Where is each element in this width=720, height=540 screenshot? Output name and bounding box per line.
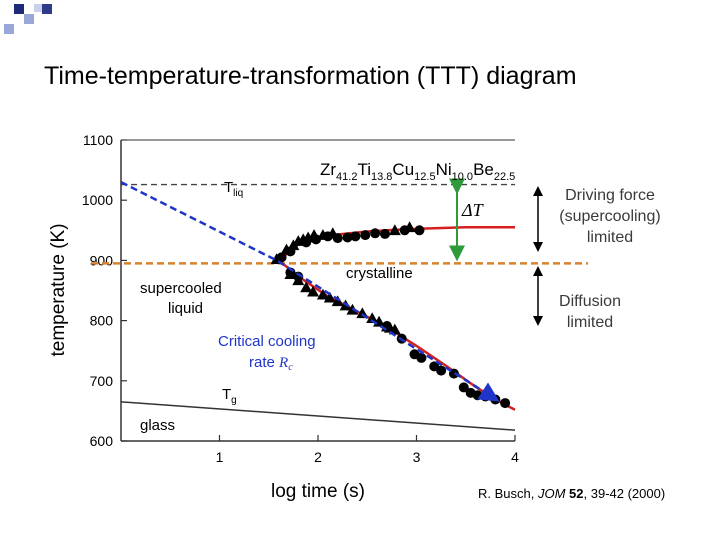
tg-subscript: g: [231, 395, 237, 406]
diffusion-arrow-head-top: [533, 266, 543, 276]
driving-force-label: Driving force (supercooling) limited: [540, 185, 680, 248]
data-point-s3-5: [416, 352, 427, 363]
data-point-s3-1: [293, 271, 304, 282]
tg-label: Tg: [222, 386, 237, 406]
driving-force-line3: limited: [586, 229, 634, 246]
driving-force-line2: (supercooling): [559, 208, 661, 225]
driving-force-arrow-head-bottom: [533, 242, 543, 252]
critical-cooling-line: [120, 180, 500, 402]
alloy-subscript-1: 13.8: [371, 171, 392, 183]
y-tick-label-2: 800: [90, 313, 114, 329]
data-point-s1-7: [350, 231, 361, 242]
x-tick-label-3: 4: [511, 449, 519, 465]
alloy-element-4: Be: [473, 160, 494, 179]
data-point-s3-13: [490, 394, 501, 405]
data-point-s0-9: [388, 224, 401, 236]
citation-volume: 52: [569, 486, 584, 501]
driving-force-line1: Driving force: [565, 187, 655, 204]
glass-label: glass: [140, 417, 175, 434]
alloy-subscript-4: 22.5: [494, 171, 515, 183]
data-point-s1-10: [379, 228, 390, 239]
y-tick-label-1: 700: [90, 373, 114, 389]
alloy-element-3: Ni: [436, 160, 452, 179]
tliq-label: Tliq: [224, 179, 243, 199]
alloy-subscript-3: 10.0: [452, 171, 473, 183]
data-point-s1-4: [322, 231, 333, 242]
alloy-element-0: Zr: [320, 160, 336, 179]
data-point-s3-8: [448, 368, 459, 379]
critical-cooling-subscript: c: [288, 362, 293, 373]
x-tick-label-0: 1: [216, 449, 224, 465]
tliq-symbol: T: [224, 179, 233, 196]
citation-journal: JOM: [537, 486, 566, 501]
critical-cooling-symbol: R: [278, 355, 288, 371]
x-axis-label: log time (s): [271, 481, 365, 502]
critical-cooling-line2: rate Rc: [249, 354, 293, 373]
data-point-s1-6: [342, 232, 353, 243]
data-point-s2-14: [388, 323, 401, 335]
decor-square-2: [24, 14, 34, 24]
data-point-s3-9: [458, 382, 469, 393]
critical-cooling-rate-text: rate: [249, 354, 279, 371]
decor-square-5: [42, 4, 52, 14]
data-point-s2-2: [300, 281, 313, 293]
data-point-s1-11: [399, 225, 410, 236]
supercooled-label-line2: liquid: [168, 300, 203, 317]
data-point-s1-2: [301, 237, 312, 248]
y-tick-label-0: 600: [90, 433, 114, 449]
data-point-s2-5: [323, 291, 336, 303]
decor-square-3: [4, 24, 14, 34]
data-point-s3-14: [500, 398, 511, 409]
diffusion-line2: limited: [566, 314, 614, 331]
supercooled-label-line1: supercooled: [140, 280, 222, 297]
data-point-s2-6: [331, 295, 344, 307]
y-tick-label-3: 900: [90, 252, 114, 268]
data-point-s2-10: [366, 312, 379, 323]
data-point-s1-1: [285, 246, 296, 257]
data-point-s1-0: [276, 252, 287, 263]
y-tick-label-5: 1100: [83, 132, 113, 148]
tliq-subscript: liq: [233, 188, 243, 199]
glass-transition-line: [120, 401, 516, 431]
delta-t-label: ΔT: [461, 200, 485, 220]
citation: R. Busch, JOM 52, 39-42 (2000): [478, 486, 665, 501]
x-tick-label-1: 2: [314, 449, 322, 465]
tg-symbol: T: [222, 386, 231, 403]
crystalline-label: crystalline: [346, 265, 413, 282]
driving-force-arrow-head-top: [533, 186, 543, 196]
data-point-s1-12: [414, 225, 425, 236]
data-point-s1-9: [370, 228, 381, 239]
diffusion-line1: Diffusion: [559, 293, 621, 310]
alloy-element-1: Ti: [357, 160, 371, 179]
data-point-s1-5: [332, 233, 343, 244]
data-point-s3-7: [436, 365, 447, 376]
citation-pages: , 39-42 (2000): [583, 486, 666, 501]
data-point-s1-8: [360, 230, 371, 241]
diffusion-arrow-head-bottom: [533, 316, 543, 326]
decor-square-4: [34, 4, 42, 12]
diffusion-label: Diffusion limited: [540, 291, 640, 333]
alloy-element-2: Cu: [392, 160, 414, 179]
citation-author: R. Busch,: [478, 486, 538, 501]
fit-curve-lower: [277, 259, 516, 411]
data-point-s2-4: [316, 288, 329, 300]
alloy-subscript-2: 12.5: [414, 171, 435, 183]
critical-cooling-line1: Critical cooling: [218, 333, 316, 350]
y-axis-label: temperature (K): [48, 223, 69, 356]
y-tick-label-4: 1000: [82, 192, 113, 208]
alloy-label: Zr41.2Ti13.8Cu12.5Ni10.0Be22.5: [320, 160, 515, 183]
slide-title: Time-temperature-transformation (TTT) di…: [44, 62, 577, 90]
data-point-s2-3: [307, 285, 320, 297]
decor-square-1: [14, 4, 24, 14]
data-point-s1-3: [311, 234, 322, 245]
x-tick-label-2: 3: [413, 449, 421, 465]
alloy-subscript-0: 41.2: [336, 171, 357, 183]
